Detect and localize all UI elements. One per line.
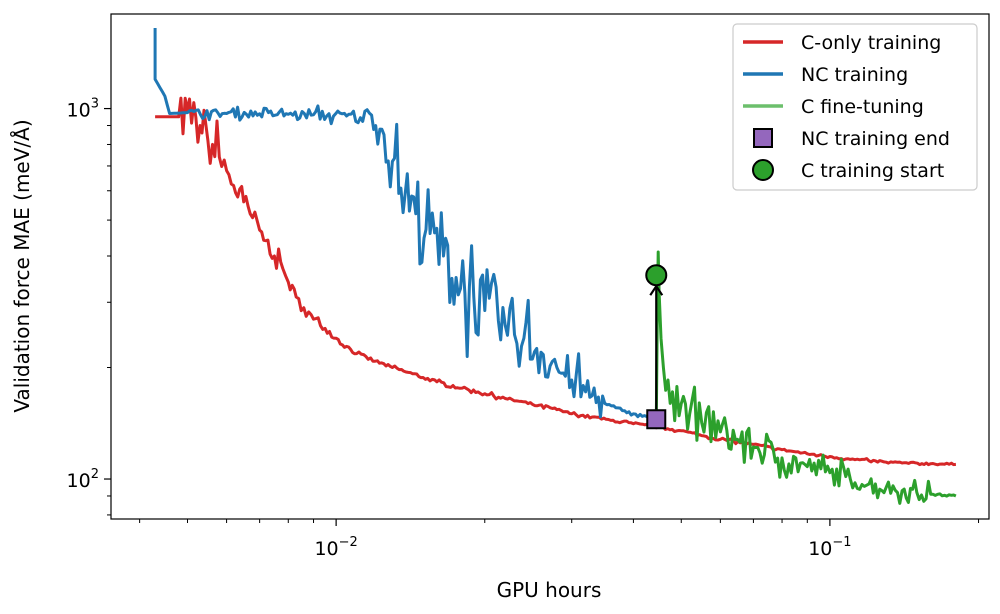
legend-box [732, 23, 978, 191]
y-axis-label: Validation force MAE (meV/Å) [10, 119, 34, 412]
legend-label: C-only training [801, 32, 941, 54]
legend-item-nc-training-end: NC training end [753, 128, 950, 150]
marker-nc-training-end [646, 409, 667, 430]
legend-swatch [752, 159, 774, 181]
marker-c-training-start [645, 264, 668, 287]
y-axis: 102 103 [67, 97, 111, 516]
series-line-c-fine-tuning [654, 250, 957, 505]
legend-item-c-only-training: C-only training [743, 32, 941, 54]
legend-label: C fine-tuning [801, 96, 924, 118]
x-tick-label: 10−1 [808, 535, 851, 560]
legend-label: C training start [801, 160, 944, 182]
x-axis: 10−2 10−1 [139, 519, 980, 560]
series-layer [153, 28, 957, 505]
series-line-nc-training [153, 28, 657, 421]
y-tick-label: 103 [67, 97, 99, 122]
legend-swatch [753, 128, 773, 148]
legend-item-nc-training: NC training [743, 64, 908, 86]
legend-label: NC training end [801, 128, 950, 150]
legend-item-c-training-start: C training start [752, 159, 944, 182]
x-tick-label: 10−2 [314, 535, 357, 560]
legend-label: NC training [801, 64, 908, 86]
y-tick-label: 102 [67, 467, 99, 492]
x-axis-label: GPU hours [497, 578, 602, 602]
plot-frame [110, 13, 990, 520]
legend-item-c-fine-tuning: C fine-tuning [743, 96, 924, 118]
annotation-layer [645, 264, 668, 430]
legend: C-only training NC training C fine-tuning N… [732, 23, 978, 191]
